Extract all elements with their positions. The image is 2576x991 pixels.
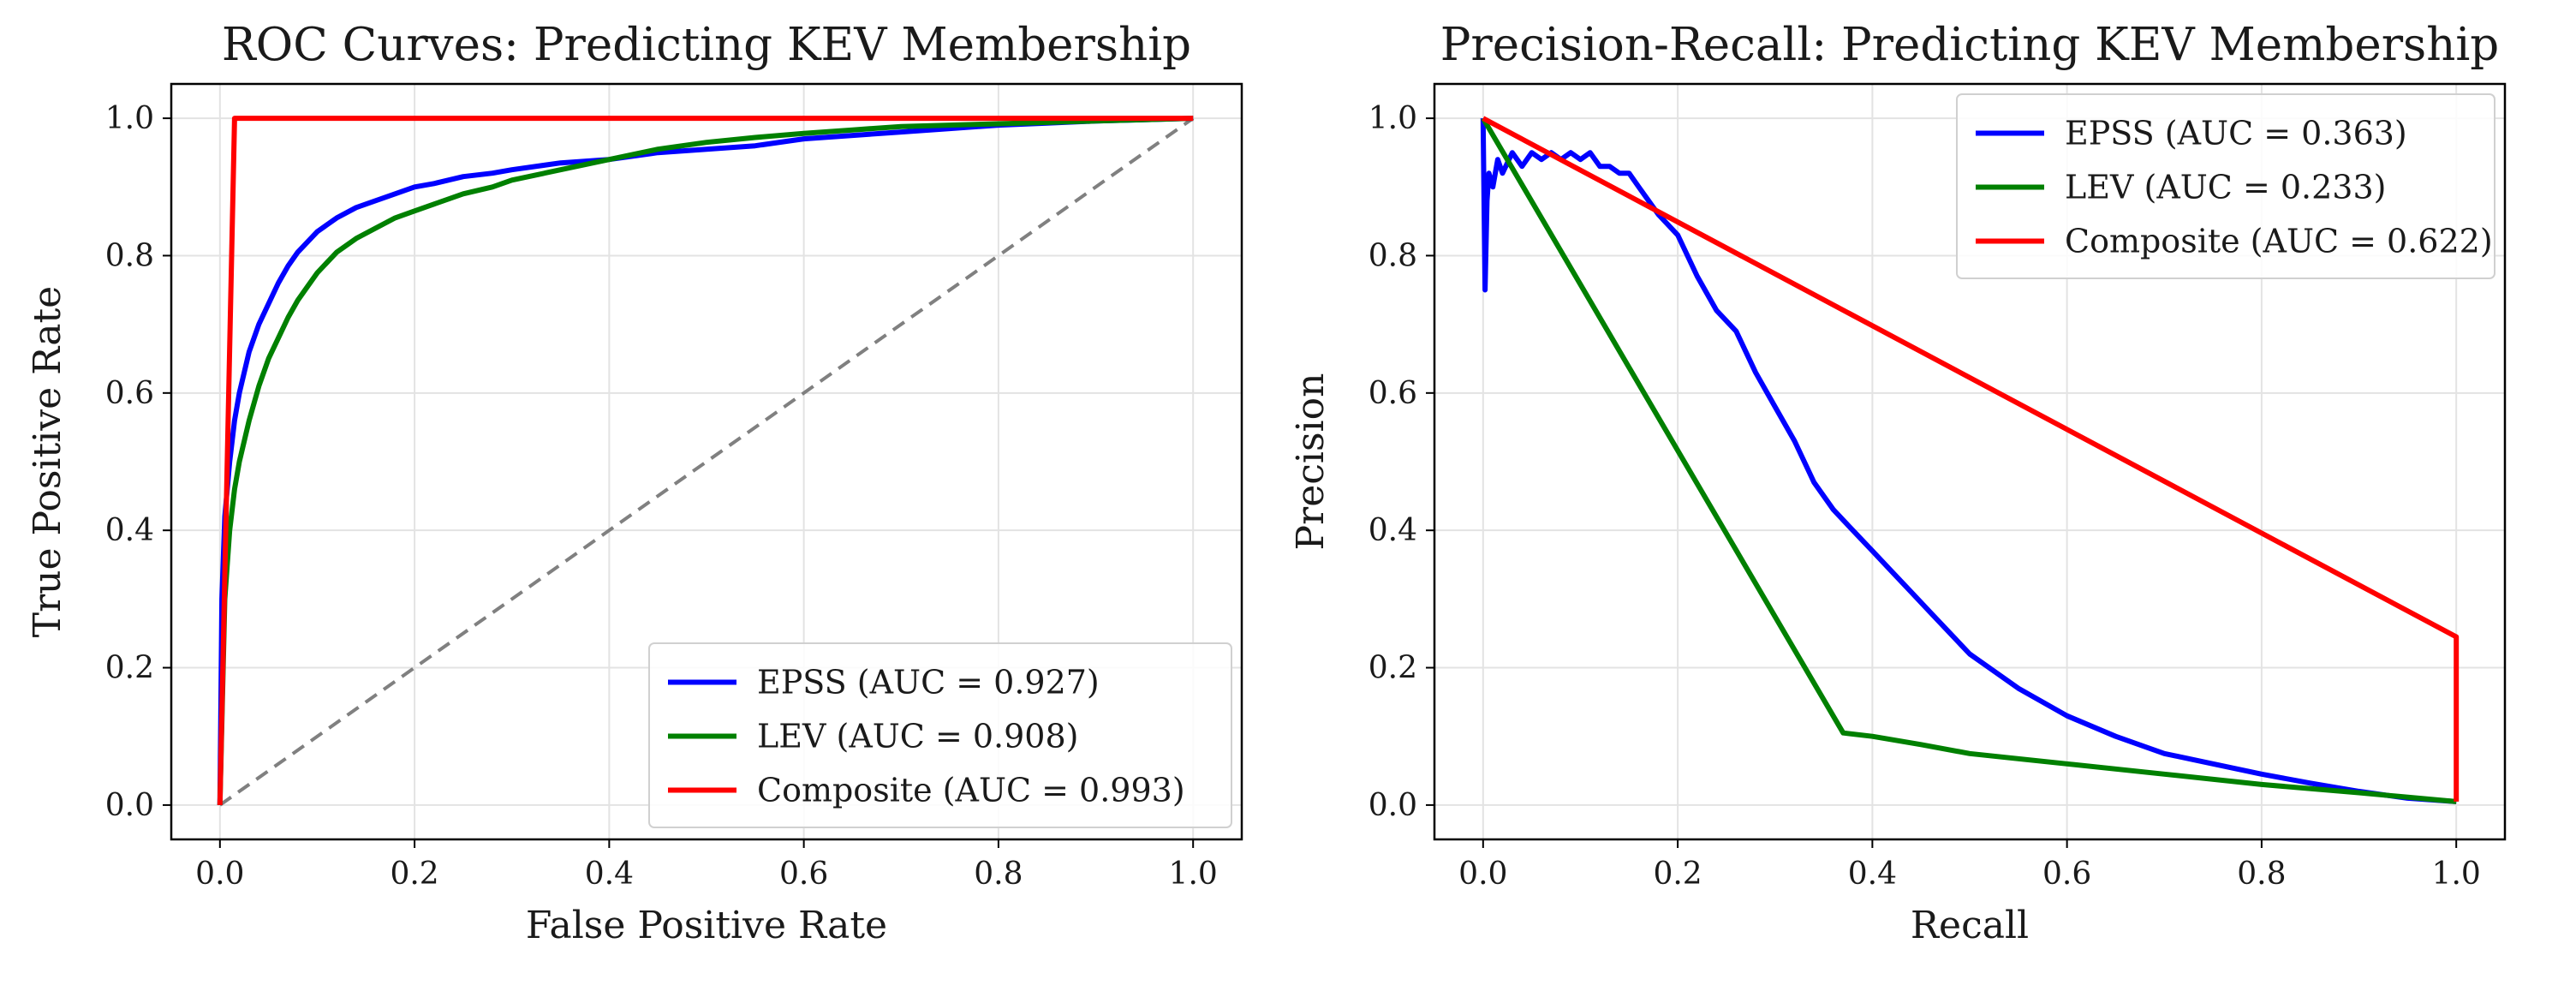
roc-x-tick-label: 0.8 bbox=[974, 857, 1023, 892]
pr-x-tick-label: 0.8 bbox=[2237, 857, 2286, 892]
roc-series-epss-line bbox=[217, 116, 1194, 805]
roc-x-tick-label: 0.4 bbox=[585, 857, 634, 892]
pr-y-tick-label: 0.0 bbox=[1368, 788, 1417, 823]
pr-legend-label: EPSS (AUC = 0.363) bbox=[2065, 115, 2407, 152]
pr-chart-title: Precision-Recall: Predicting KEV Members… bbox=[1440, 19, 2499, 71]
roc-y-tick-label: 1.0 bbox=[105, 101, 154, 136]
roc-chart-title: ROC Curves: Predicting KEV Membership bbox=[222, 19, 1191, 71]
pr-series-epss-line bbox=[1480, 118, 2457, 804]
roc-series-composite-line bbox=[217, 116, 1194, 805]
roc-y-tick-label: 0.2 bbox=[105, 651, 154, 686]
roc-legend-box bbox=[648, 642, 1232, 828]
roc-random-baseline bbox=[218, 116, 1195, 807]
pr-x-tick-label: 1.0 bbox=[2432, 857, 2481, 892]
pr-x-tick-label: 0.6 bbox=[2042, 857, 2091, 892]
roc-legend-label: Composite (AUC = 0.993) bbox=[757, 772, 1185, 809]
roc-x-axis-label: False Positive Rate bbox=[526, 904, 887, 947]
roc-x-tick-label: 0.0 bbox=[195, 857, 244, 892]
pr-y-tick-label: 0.2 bbox=[1368, 651, 1417, 686]
roc-plot-frame bbox=[170, 82, 1243, 841]
pr-legend: EPSS (AUC = 0.363) LEV (AUC = 0.233) Compo… bbox=[1956, 93, 2496, 279]
pr-series-composite-line bbox=[1482, 116, 2460, 802]
roc-y-tick-label: 0.6 bbox=[105, 376, 154, 411]
roc-y-tick-label: 0.4 bbox=[105, 513, 154, 548]
pr-y-tick-label: 0.8 bbox=[1368, 238, 1417, 273]
roc-y-tick-label: 0.8 bbox=[105, 238, 154, 273]
pr-legend-box bbox=[1956, 93, 2496, 279]
roc-legend-label: LEV (AUC = 0.908) bbox=[757, 718, 1078, 755]
roc-x-tick-label: 0.6 bbox=[779, 857, 828, 892]
roc-legend-label: EPSS (AUC = 0.927) bbox=[757, 664, 1100, 701]
pr-x-tick-label: 0.4 bbox=[1848, 857, 1897, 892]
pr-series-lev-line bbox=[1481, 116, 2457, 804]
pr-chart-panel: 0.0 0.2 0.4 0.6 0.8 1.0 0.0 0.2 0.4 0.6 0.8 1.0 Pre… bbox=[1289, 19, 2507, 947]
roc-series-lev-line bbox=[217, 116, 1194, 805]
roc-x-tick-label: 0.2 bbox=[390, 857, 438, 892]
pr-x-tick-label: 0.2 bbox=[1653, 857, 1702, 892]
roc-chart-panel: 0.0 0.2 0.4 0.6 0.8 1.0 0.0 0.2 0.4 0.6 0.8 1.0 ROC… bbox=[26, 19, 1243, 947]
pr-y-tick-label: 0.4 bbox=[1368, 513, 1417, 548]
pr-y-tick-label: 1.0 bbox=[1368, 101, 1417, 136]
roc-x-tick-label: 1.0 bbox=[1169, 857, 1218, 892]
roc-legend: EPSS (AUC = 0.927) LEV (AUC = 0.908) Compo… bbox=[648, 642, 1232, 828]
pr-legend-label: Composite (AUC = 0.622) bbox=[2065, 223, 2493, 260]
pr-x-axis-label: Recall bbox=[1911, 904, 2029, 947]
roc-y-axis-label: True Positive Rate bbox=[26, 286, 69, 637]
roc-y-tick-label: 0.0 bbox=[105, 788, 154, 823]
pr-plot-frame bbox=[1433, 82, 2507, 841]
pr-y-axis-label: Precision bbox=[1289, 373, 1333, 551]
pr-y-tick-label: 0.6 bbox=[1368, 376, 1417, 411]
pr-x-tick-label: 0.0 bbox=[1458, 857, 1507, 892]
pr-legend-label: LEV (AUC = 0.233) bbox=[2065, 169, 2386, 206]
